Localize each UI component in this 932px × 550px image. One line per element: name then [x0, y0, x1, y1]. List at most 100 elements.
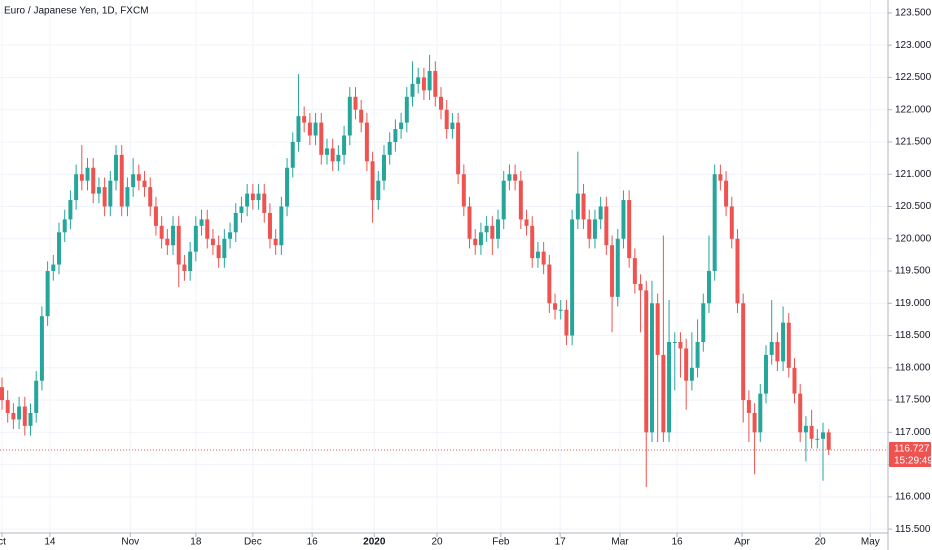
candle-body [296, 116, 301, 142]
candle-body [85, 167, 90, 181]
candle-body [627, 200, 632, 259]
candle-body [815, 438, 820, 440]
x-tick-label: 18 [190, 537, 202, 548]
y-tick-label: 122.000 [895, 104, 932, 115]
candle-body [712, 174, 717, 272]
y-tick-label: 123.500 [895, 8, 932, 19]
candle-body [558, 309, 563, 311]
candle-body [290, 141, 295, 168]
candle-body [667, 341, 672, 433]
x-tick-label: ct [0, 537, 6, 548]
candle-body [393, 129, 398, 142]
candle-body [649, 303, 654, 433]
candle-body [17, 406, 22, 420]
candle-body [381, 154, 386, 181]
candle-body [205, 219, 210, 239]
candle-body [370, 161, 375, 201]
candle-body [108, 180, 113, 207]
candle-body [319, 122, 324, 155]
candle-body [530, 225, 535, 259]
candle-body [490, 225, 495, 239]
candle-body [336, 154, 341, 162]
candle-body [587, 219, 592, 239]
candle-body [0, 387, 4, 401]
x-tick-label: 17 [555, 537, 567, 548]
candle-body [621, 200, 626, 239]
candle-body [786, 322, 791, 368]
candle-body [125, 187, 130, 207]
x-tick-label: 16 [307, 537, 319, 548]
grid [0, 0, 888, 533]
candle-body [353, 96, 358, 110]
candle-body [364, 122, 369, 162]
candle-body [324, 148, 329, 155]
candle-body [34, 380, 39, 413]
candle-body [632, 258, 637, 284]
candle-body [570, 219, 575, 336]
y-tick-label: 123.000 [895, 40, 932, 51]
y-tick-label: 118.500 [895, 330, 931, 341]
candle-body [228, 232, 233, 239]
candle-body [182, 264, 187, 272]
candle-body [524, 219, 529, 226]
candle-body [427, 70, 432, 91]
candle-body [279, 206, 284, 246]
candle-body [159, 225, 164, 239]
candle-body [456, 122, 461, 175]
candle-body [5, 400, 10, 413]
candle-body [610, 245, 615, 297]
candle-body [302, 116, 307, 123]
candle-body [581, 193, 586, 220]
x-tick-label: 16 [671, 537, 683, 548]
candle-body [165, 238, 170, 246]
candle-body [501, 180, 506, 220]
x-tick-label: 20 [431, 537, 443, 548]
candle-body [644, 290, 649, 433]
candle-body [781, 322, 786, 362]
candle-body [57, 232, 62, 265]
y-tick-label: 121.000 [895, 169, 932, 180]
candle-body [171, 225, 176, 246]
candle-body [803, 425, 808, 433]
x-tick-label: Feb [492, 537, 510, 548]
candle-body [541, 251, 546, 265]
candle-body [239, 206, 244, 213]
candle-body [741, 303, 746, 401]
candle-body [484, 225, 489, 233]
y-tick-label: 120.500 [895, 201, 932, 212]
candle-body [775, 341, 780, 362]
y-tick-label: 121.500 [895, 137, 932, 148]
x-tick-label: Nov [121, 537, 139, 548]
candle-body [28, 412, 33, 426]
candle-body [376, 180, 381, 201]
candle-body [575, 193, 580, 220]
candle-body [79, 174, 84, 181]
candle-body [51, 264, 56, 272]
y-tick-label: 120.000 [895, 233, 932, 244]
candle-body [307, 122, 312, 136]
candle-body [256, 193, 261, 201]
candle-body [176, 225, 181, 265]
candle-body [684, 348, 689, 381]
candle-body [792, 367, 797, 394]
candle-body [22, 406, 27, 426]
candle-body [763, 354, 768, 394]
candle-body [718, 174, 723, 181]
x-tick-label: May [861, 537, 880, 548]
candle-body [638, 283, 643, 291]
candle-body [758, 393, 763, 433]
candle-body [267, 212, 272, 239]
candle-body [142, 180, 147, 188]
candle-body [564, 309, 569, 336]
candle-body [798, 393, 803, 433]
candle-body [604, 206, 609, 246]
candle-body [148, 187, 153, 207]
candle-body [598, 206, 603, 220]
candle-body [678, 341, 683, 349]
candle-body [330, 148, 335, 162]
candle-body [39, 316, 44, 381]
candle-body [250, 193, 255, 201]
candle-body [119, 154, 124, 207]
x-tick-label: 14 [44, 537, 56, 548]
